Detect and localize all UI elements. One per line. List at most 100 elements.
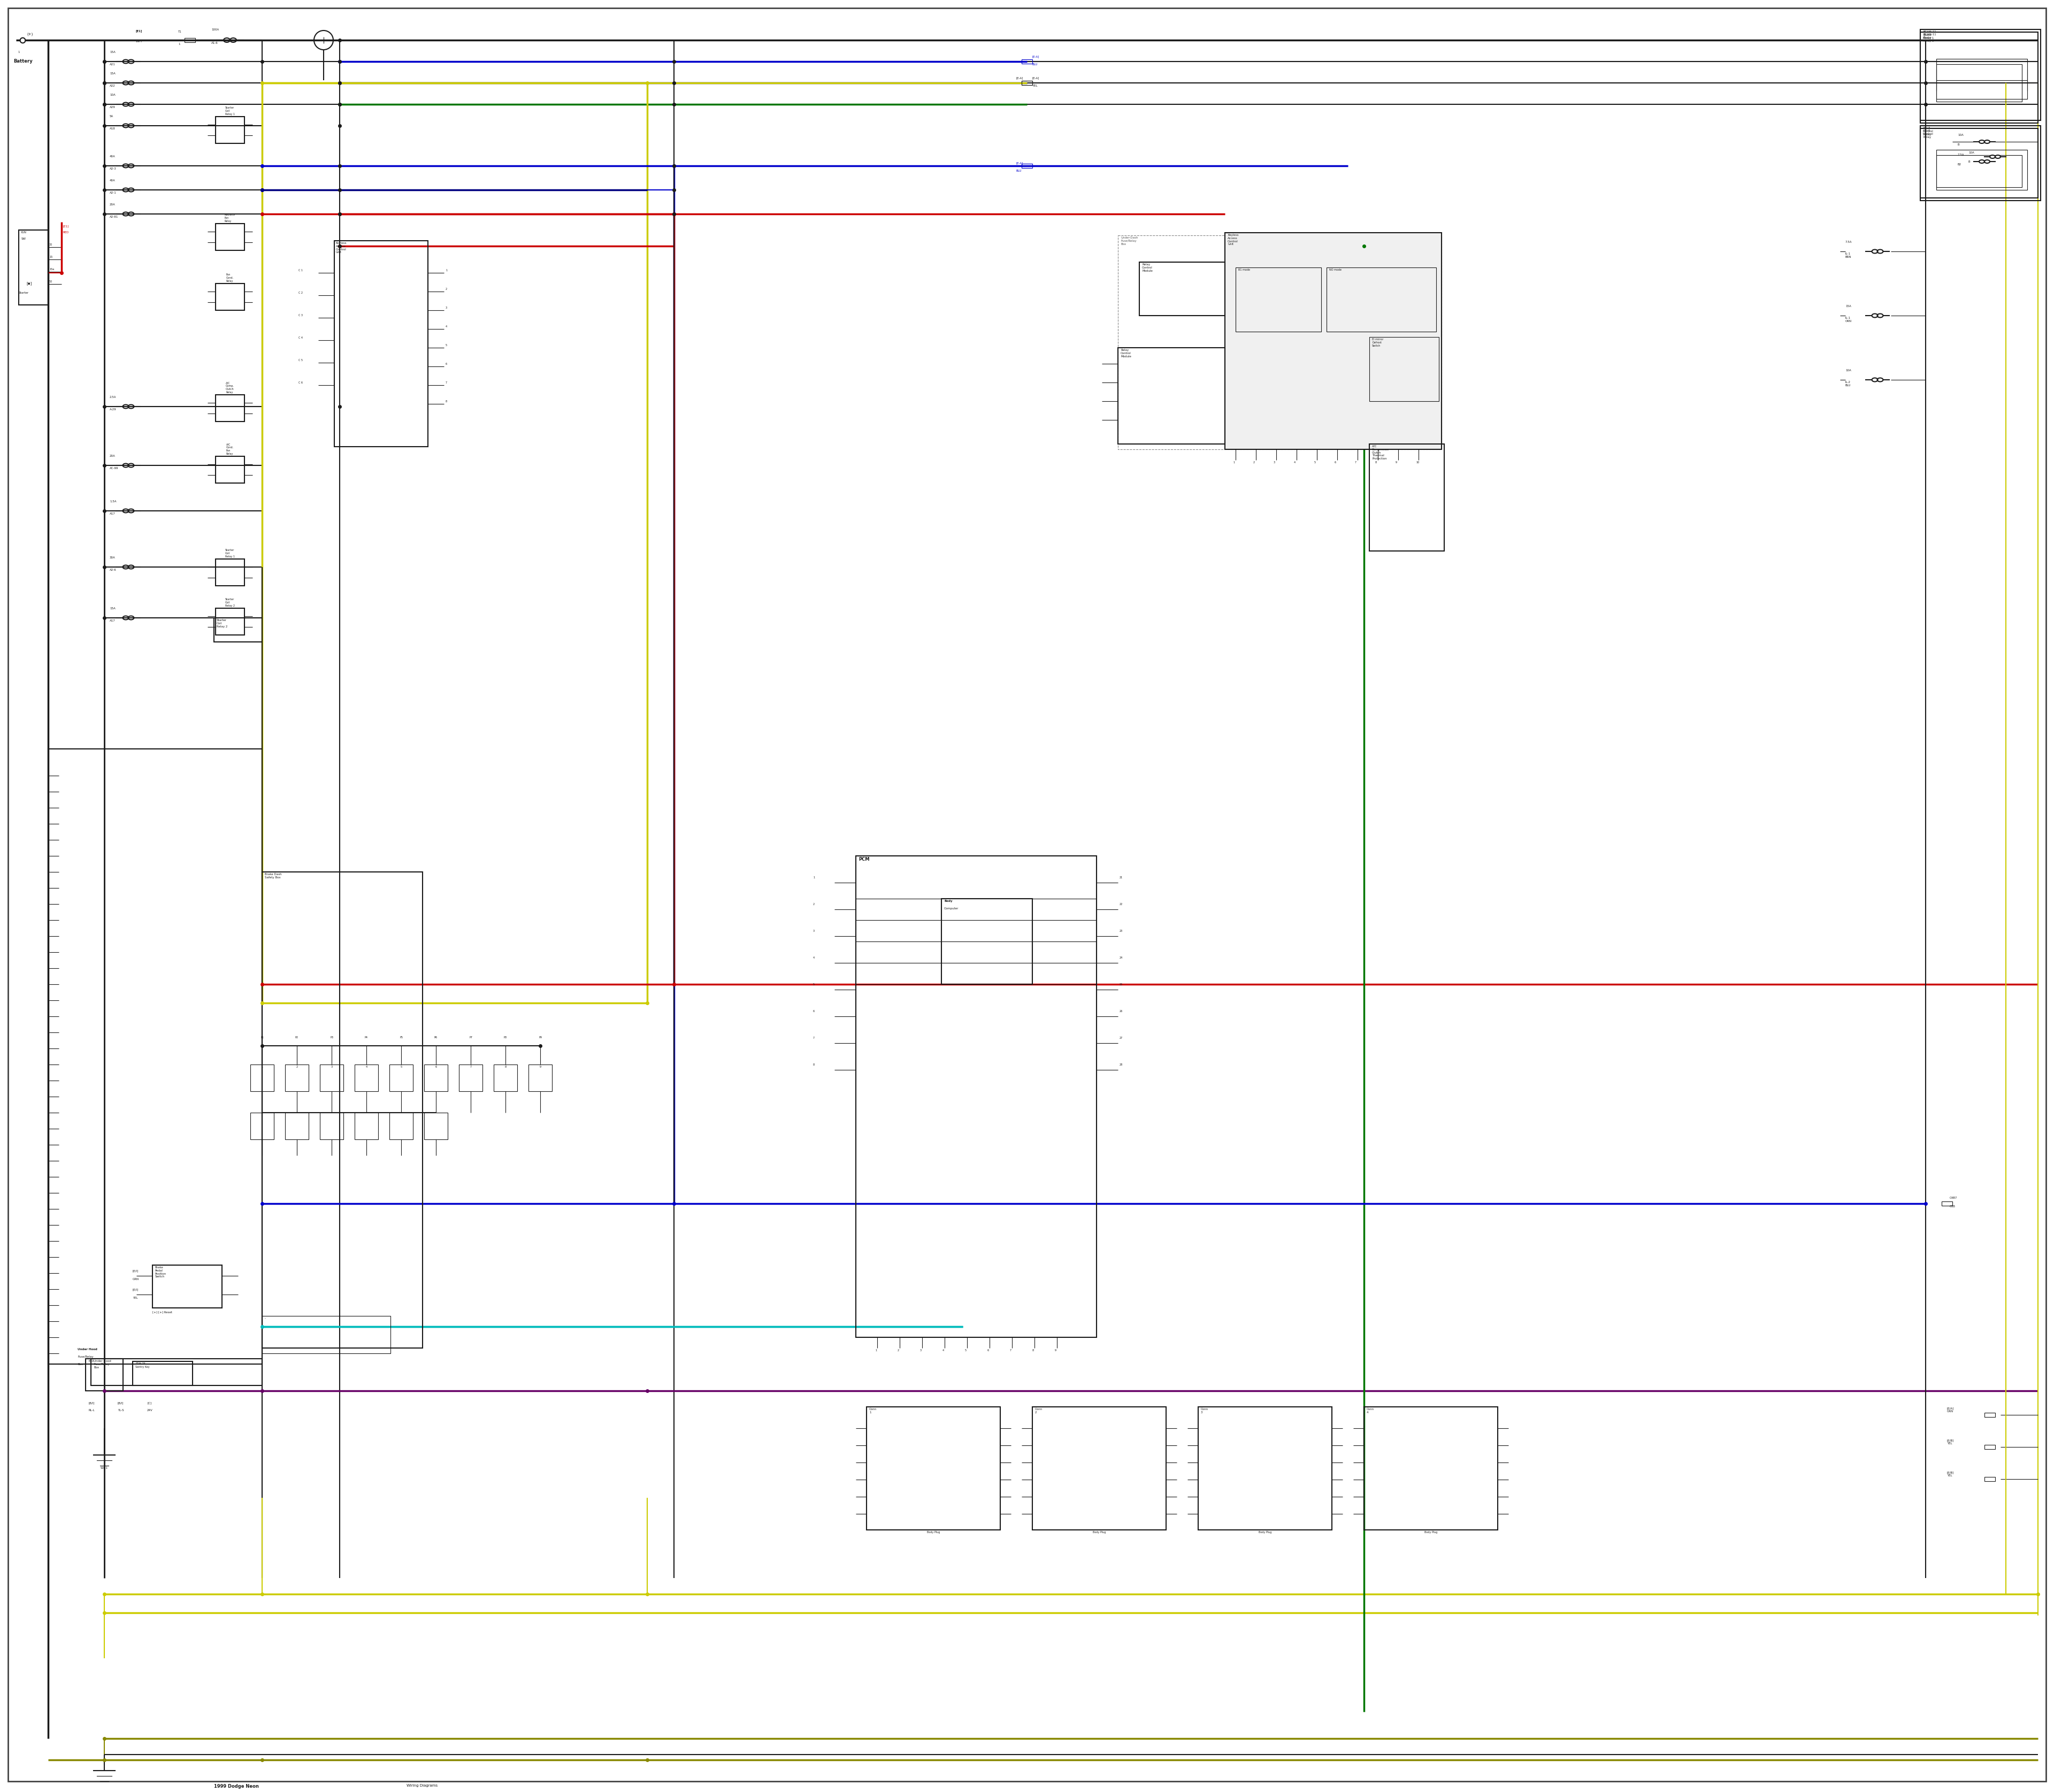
- Text: 28: 28: [1119, 1063, 1124, 1066]
- Bar: [355, 1064, 378, 1091]
- Text: A2-6: A2-6: [109, 568, 117, 572]
- Bar: [355, 1113, 378, 1140]
- Text: A2-3: A2-3: [109, 167, 117, 170]
- Text: 7.5A: 7.5A: [1957, 154, 1964, 156]
- Text: 2.5A: 2.5A: [109, 396, 117, 398]
- Bar: [1920, 129, 2038, 197]
- Text: 15a: 15a: [49, 269, 53, 271]
- Text: A2-81: A2-81: [109, 215, 119, 219]
- Text: Body: Body: [945, 900, 953, 903]
- Bar: [286, 1113, 308, 1140]
- Bar: [86, 1358, 123, 1391]
- Text: [E1]: [E1]: [136, 29, 142, 32]
- Text: SW: SW: [21, 238, 27, 240]
- Text: Body Plug: Body Plug: [1423, 1530, 1438, 1534]
- Text: A1-6: A1-6: [212, 41, 218, 45]
- Text: T1: T1: [177, 30, 181, 34]
- Text: C 2: C 2: [298, 292, 302, 294]
- Text: 1.5A: 1.5A: [109, 500, 117, 504]
- Text: A18: A18: [109, 127, 115, 131]
- Bar: [18, 229, 47, 305]
- Text: [+] [+] Reset: [+] [+] Reset: [152, 1310, 173, 1314]
- Bar: [528, 1064, 553, 1091]
- Text: Relay
Control
Module: Relay Control Module: [1121, 349, 1132, 358]
- Bar: [185, 38, 195, 43]
- Text: 50: 50: [49, 280, 53, 283]
- Text: A17: A17: [109, 620, 115, 622]
- Text: AC-99: AC-99: [109, 468, 119, 470]
- Bar: [425, 1064, 448, 1091]
- Bar: [1021, 59, 1033, 65]
- Text: Wiring Diagrams: Wiring Diagrams: [407, 1785, 438, 1787]
- Bar: [1237, 267, 1321, 332]
- Text: P3: P3: [331, 1036, 333, 1039]
- Text: YEL: YEL: [1033, 84, 1037, 88]
- Text: 25: 25: [1119, 984, 1124, 986]
- Text: Conn
4: Conn 4: [1366, 1409, 1374, 1414]
- Text: Conn
2: Conn 2: [1035, 1409, 1043, 1414]
- Bar: [335, 240, 427, 446]
- Text: Starter
Coil
Relay 2: Starter Coil Relay 2: [226, 599, 234, 607]
- Text: B1 mode: B1 mode: [1239, 269, 1251, 271]
- Bar: [1920, 32, 2038, 124]
- Bar: [1370, 337, 1440, 401]
- Text: P2: P2: [296, 1036, 298, 1039]
- Text: [E-A]: [E-A]: [1017, 161, 1023, 165]
- Text: 15A: 15A: [109, 72, 115, 75]
- Text: 15A: 15A: [1844, 305, 1851, 308]
- Text: A/C
Compressor
Clutch
Thermal
Protection: A/C Compressor Clutch Thermal Protection: [1372, 444, 1391, 461]
- Text: Brake Dash
Safety Box: Brake Dash Safety Box: [265, 873, 281, 878]
- Bar: [216, 607, 244, 634]
- Text: 10A: 10A: [1844, 369, 1851, 371]
- Text: YEL: YEL: [134, 1297, 138, 1299]
- Text: IL-1
BRN: IL-1 BRN: [1844, 253, 1851, 258]
- Bar: [1920, 125, 2040, 201]
- Text: BLU: BLU: [1033, 63, 1037, 66]
- Text: C 3: C 3: [298, 314, 302, 317]
- Bar: [458, 1064, 483, 1091]
- Bar: [1197, 1407, 1331, 1530]
- Text: 26: 26: [1119, 1011, 1124, 1012]
- Text: Conn
3: Conn 3: [1202, 1409, 1208, 1414]
- Text: Starter
Coil
Relay 2: Starter Coil Relay 2: [216, 618, 228, 627]
- Text: A/C
Cond.
Fan
Relay: A/C Cond. Fan Relay: [226, 443, 234, 455]
- Text: [E-A]: [E-A]: [1033, 77, 1039, 79]
- Text: C4B7: C4B7: [1949, 1197, 1957, 1199]
- Bar: [941, 898, 1033, 984]
- Bar: [1937, 65, 2021, 102]
- Bar: [320, 1113, 343, 1140]
- Bar: [1984, 1477, 1994, 1482]
- Text: BCAM-11
Brake
Relay 1: BCAM-11 Brake Relay 1: [1923, 30, 1937, 39]
- Bar: [1364, 1407, 1497, 1530]
- Bar: [1920, 29, 2040, 120]
- Text: 10A: 10A: [109, 93, 115, 97]
- Text: Keyless
Access
Control
Unit: Keyless Access Control Unit: [1228, 233, 1239, 246]
- Text: Under Hood: Under Hood: [78, 1348, 97, 1351]
- Text: Computer: Computer: [945, 907, 959, 910]
- Text: NO mode: NO mode: [1329, 269, 1341, 271]
- Text: 15A: 15A: [109, 50, 115, 54]
- Text: P7: P7: [468, 1036, 472, 1039]
- Text: EFI-5
Control
Relay: EFI-5 Control Relay: [1923, 127, 1933, 136]
- Text: [B/I]: [B/I]: [117, 1401, 123, 1405]
- Bar: [216, 224, 244, 251]
- Bar: [867, 1407, 1000, 1530]
- Text: [E/I]: [E/I]: [134, 1269, 140, 1272]
- Text: [B/I]: [B/I]: [88, 1401, 94, 1405]
- Text: 15: 15: [49, 256, 53, 258]
- Text: RL-L: RL-L: [88, 1409, 94, 1412]
- Bar: [251, 1113, 273, 1140]
- Text: 40A: 40A: [109, 179, 115, 181]
- Text: 10: 10: [1415, 461, 1419, 464]
- Text: 23: 23: [1119, 930, 1124, 932]
- Text: RED: RED: [64, 231, 70, 233]
- Text: 30A: 30A: [109, 556, 115, 559]
- Text: [E/B]
YEL: [E/B] YEL: [1947, 1471, 1953, 1477]
- Text: Fuse/Relay: Fuse/Relay: [78, 1355, 92, 1358]
- Text: 7.5A: 7.5A: [1844, 240, 1853, 244]
- Bar: [216, 559, 244, 586]
- Text: [E-A]: [E-A]: [1033, 56, 1039, 57]
- Text: Relay
Control
Module: Relay Control Module: [1142, 263, 1152, 272]
- Bar: [425, 1113, 448, 1140]
- Text: P4: P4: [366, 1036, 368, 1039]
